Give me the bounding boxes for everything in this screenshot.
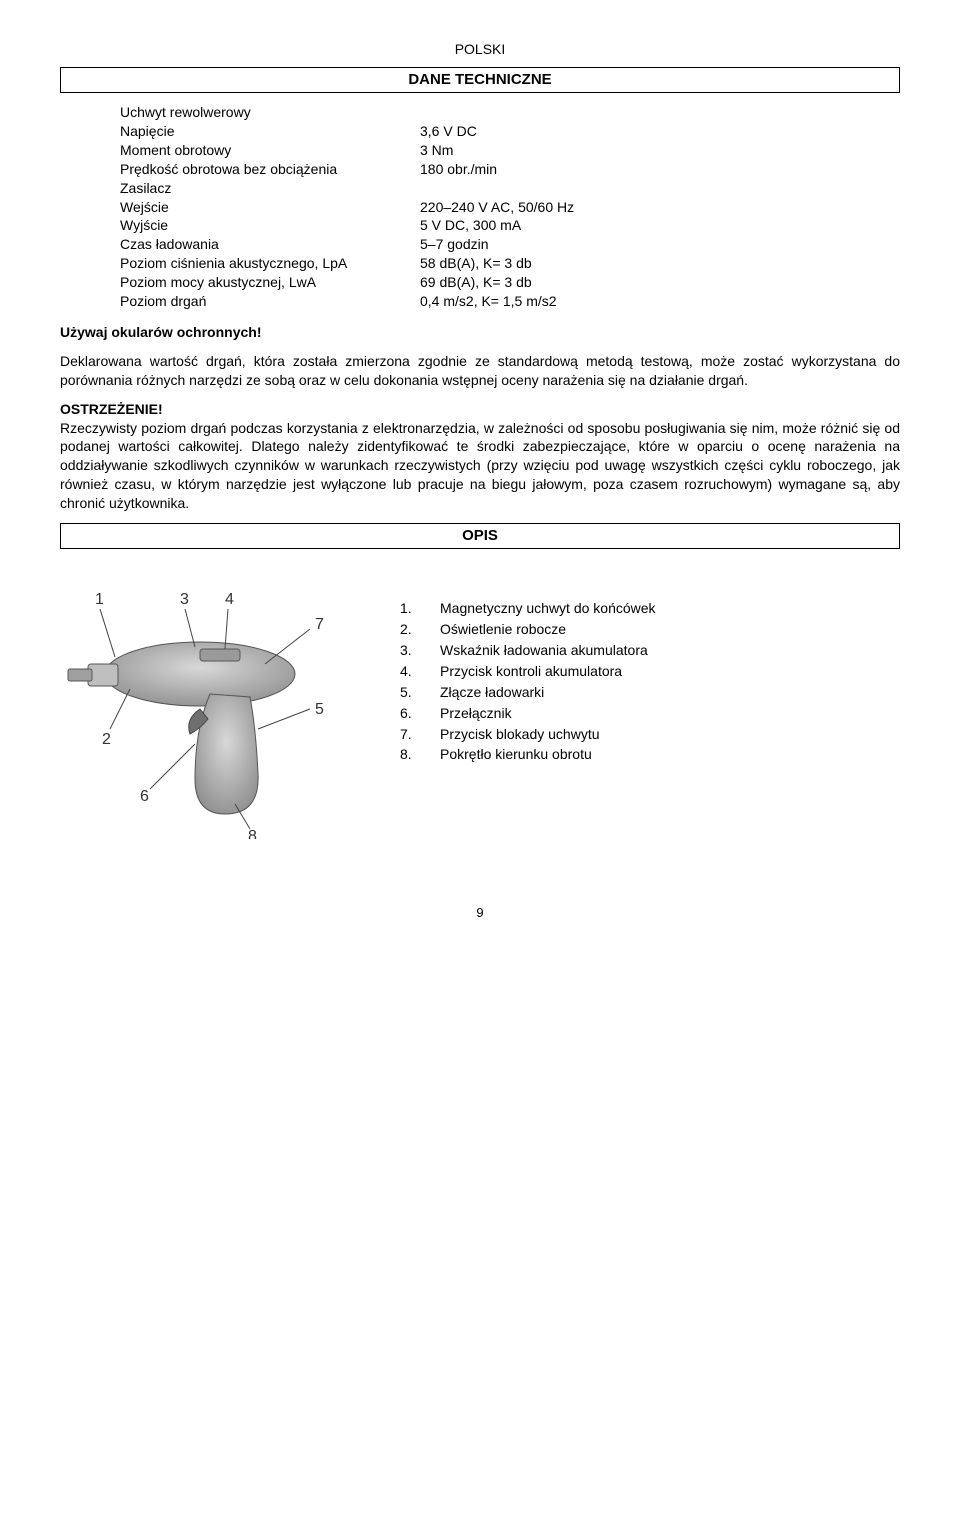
opis-item-label: Oświetlenie robocze [440, 620, 566, 639]
warning-title: OSTRZEŻENIE! [60, 400, 900, 419]
product-diagram: 1 2 3 4 7 5 6 8 [60, 579, 360, 844]
spec-label: Poziom ciśnienia akustycznego, LpA [120, 254, 420, 273]
callout-8: 8 [248, 828, 257, 839]
opis-item-label: Wskaźnik ładowania akumulatora [440, 641, 648, 660]
callout-7: 7 [315, 616, 324, 633]
spec-row: Uchwyt rewolwerowy [120, 103, 900, 122]
paragraph-declaration: Deklarowana wartość drgań, która została… [60, 352, 900, 390]
opis-item: 2.Oświetlenie robocze [400, 620, 900, 639]
paragraph-warning: Rzeczywisty poziom drgań podczas korzyst… [60, 419, 900, 513]
spec-label: Poziom mocy akustycznej, LwA [120, 273, 420, 292]
spec-label: Wejście [120, 198, 420, 217]
opis-item-number: 7. [400, 725, 440, 744]
spec-row: Wejście220–240 V AC, 50/60 Hz [120, 198, 900, 217]
opis-item-number: 8. [400, 745, 440, 764]
callout-5: 5 [315, 701, 324, 718]
opis-item-label: Przycisk blokady uchwytu [440, 725, 600, 744]
opis-item-number: 1. [400, 599, 440, 618]
spec-row: Poziom ciśnienia akustycznego, LpA58 dB(… [120, 254, 900, 273]
section-box-opis: OPIS [60, 523, 900, 549]
opis-item-label: Złącze ładowarki [440, 683, 544, 702]
spec-value: 220–240 V AC, 50/60 Hz [420, 198, 900, 217]
spec-value [420, 179, 900, 198]
opis-item-number: 6. [400, 704, 440, 723]
opis-item: 4.Przycisk kontroli akumulatora [400, 662, 900, 681]
spec-row: Moment obrotowy3 Nm [120, 141, 900, 160]
spec-label: Moment obrotowy [120, 141, 420, 160]
spec-row: Czas ładowania5–7 godzin [120, 235, 900, 254]
callout-4: 4 [225, 591, 234, 608]
opis-item: 5.Złącze ładowarki [400, 683, 900, 702]
callout-3: 3 [180, 591, 189, 608]
opis-item-number: 2. [400, 620, 440, 639]
spec-value: 3 Nm [420, 141, 900, 160]
spec-value: 180 obr./min [420, 160, 900, 179]
spec-row: Napięcie3,6 V DC [120, 122, 900, 141]
callout-1: 1 [95, 591, 104, 608]
spec-label: Zasilacz [120, 179, 420, 198]
opis-item-label: Magnetyczny uchwyt do końcówek [440, 599, 656, 618]
spec-row: Prędkość obrotowa bez obciążenia180 obr.… [120, 160, 900, 179]
spec-label: Napięcie [120, 122, 420, 141]
glasses-warning: Używaj okularów ochronnych! [60, 323, 900, 342]
opis-item: 3.Wskaźnik ładowania akumulatora [400, 641, 900, 660]
opis-list: 1.Magnetyczny uchwyt do końcówek2.Oświet… [400, 579, 900, 766]
opis-item: 8.Pokrętło kierunku obrotu [400, 745, 900, 764]
opis-item-label: Przycisk kontroli akumulatora [440, 662, 622, 681]
spec-label: Wyjście [120, 216, 420, 235]
opis-item: 1.Magnetyczny uchwyt do końcówek [400, 599, 900, 618]
opis-item-number: 4. [400, 662, 440, 681]
opis-layout: 1 2 3 4 7 5 6 8 1.Magnetyczny uchwyt do … [60, 579, 900, 844]
page-header: POLSKI [60, 40, 900, 59]
callout-6: 6 [140, 788, 149, 805]
spec-value: 5 V DC, 300 mA [420, 216, 900, 235]
spec-label: Czas ładowania [120, 235, 420, 254]
spec-value: 58 dB(A), K= 3 db [420, 254, 900, 273]
spec-label: Uchwyt rewolwerowy [120, 103, 420, 122]
spec-row: Wyjście5 V DC, 300 mA [120, 216, 900, 235]
spec-label: Poziom drgań [120, 292, 420, 311]
spec-row: Zasilacz [120, 179, 900, 198]
page-number: 9 [60, 904, 900, 922]
spec-value: 0,4 m/s2, K= 1,5 m/s2 [420, 292, 900, 311]
spec-value: 3,6 V DC [420, 122, 900, 141]
opis-item-label: Przełącznik [440, 704, 512, 723]
opis-item: 7.Przycisk blokady uchwytu [400, 725, 900, 744]
spec-list: Uchwyt rewolwerowyNapięcie3,6 V DCMoment… [120, 103, 900, 311]
section-box-tech: DANE TECHNICZNE [60, 67, 900, 93]
section-title-tech: DANE TECHNICZNE [67, 70, 893, 90]
section-title-opis: OPIS [67, 526, 893, 546]
spec-row: Poziom mocy akustycznej, LwA69 dB(A), K=… [120, 273, 900, 292]
opis-item-label: Pokrętło kierunku obrotu [440, 745, 592, 764]
spec-value [420, 103, 900, 122]
spec-label: Prędkość obrotowa bez obciążenia [120, 160, 420, 179]
opis-item-number: 5. [400, 683, 440, 702]
spec-value: 5–7 godzin [420, 235, 900, 254]
opis-item-number: 3. [400, 641, 440, 660]
spec-value: 69 dB(A), K= 3 db [420, 273, 900, 292]
callout-2: 2 [102, 731, 111, 748]
spec-row: Poziom drgań0,4 m/s2, K= 1,5 m/s2 [120, 292, 900, 311]
opis-item: 6.Przełącznik [400, 704, 900, 723]
